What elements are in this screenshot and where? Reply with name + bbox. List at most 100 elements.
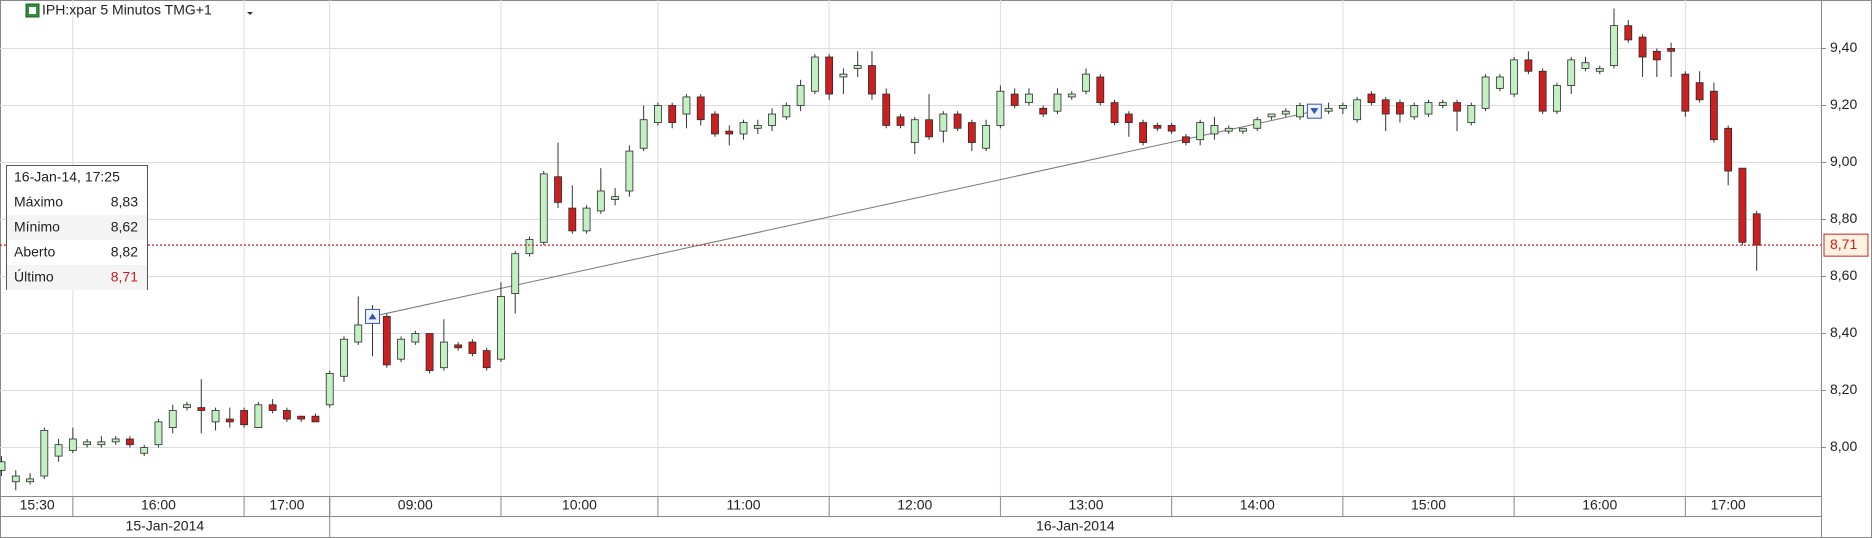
- trend-start-marker: [365, 308, 381, 324]
- candle-body: [1495, 76, 1504, 89]
- candle-body: [753, 125, 762, 129]
- date-label: 15-Jan-2014: [126, 518, 205, 534]
- candle-body: [582, 207, 591, 232]
- last-price-box: [1823, 233, 1869, 257]
- x-tick-label: 15:30: [20, 497, 55, 513]
- candle-body: [1124, 113, 1133, 123]
- tooltip-row-value: 8,71: [111, 269, 138, 285]
- candle-body: [1553, 85, 1561, 112]
- candle-body: [482, 350, 491, 369]
- candle-body: [354, 324, 363, 343]
- candle-body: [1710, 90, 1718, 141]
- candle-body: [1153, 125, 1162, 129]
- candle-body: [140, 447, 149, 454]
- candle-body: [1338, 105, 1347, 109]
- candle-body: [725, 130, 734, 135]
- date-label: 16-Jan-2014: [1036, 518, 1115, 534]
- candle-body: [1381, 99, 1390, 115]
- candle-body: [340, 338, 348, 377]
- candle-body: [1624, 25, 1633, 41]
- candle-body: [668, 105, 677, 123]
- candle-body: [625, 150, 634, 192]
- candle-body: [996, 90, 1005, 126]
- tooltip-row-value: 8,82: [111, 244, 138, 260]
- candle-body: [1010, 93, 1019, 106]
- candle-body: [711, 113, 719, 135]
- candle-body: [439, 341, 448, 369]
- y-tick-label: 8,00: [1830, 438, 1857, 454]
- candle-body: [511, 253, 520, 295]
- candle-body: [1567, 59, 1576, 86]
- candle-body: [1481, 76, 1490, 109]
- candle-body: [1253, 119, 1262, 129]
- candle-body: [40, 430, 49, 477]
- candle-body: [525, 239, 534, 255]
- x-tick-label: 09:00: [398, 497, 433, 513]
- candle-body: [1595, 68, 1604, 72]
- candle-body: [1453, 102, 1461, 112]
- candle-body: [111, 438, 120, 443]
- x-tick-label: 17:00: [1711, 497, 1746, 513]
- tooltip-row-bg: [7, 190, 147, 215]
- candle-body: [26, 478, 34, 483]
- x-tick-label: 15:00: [1411, 497, 1446, 513]
- candle-body: [1239, 127, 1247, 132]
- candle-body: [1025, 93, 1033, 104]
- candle-body: [225, 418, 234, 423]
- candle-body: [654, 105, 662, 123]
- candle-body: [1667, 48, 1675, 52]
- candle-body: [611, 196, 620, 200]
- candle-body: [882, 93, 891, 126]
- candle-body: [782, 105, 791, 118]
- candle-body: [868, 65, 876, 95]
- tooltip-row-value: 8,83: [111, 194, 138, 210]
- candle-body: [497, 296, 505, 360]
- candle-body: [967, 122, 976, 143]
- candle-body: [1681, 73, 1690, 112]
- trend-line: [372, 110, 1315, 317]
- candle-body: [1367, 93, 1376, 104]
- candle-body: [1510, 59, 1519, 95]
- y-tick-label: 8,60: [1830, 267, 1857, 283]
- candle-body: [568, 207, 577, 232]
- candle-body: [953, 113, 962, 129]
- x-tick-label: 16:00: [1582, 497, 1617, 513]
- candle-body: [825, 56, 834, 95]
- candle-body: [1096, 76, 1105, 104]
- tooltip-row-label: Último: [14, 269, 54, 285]
- candle-body: [1638, 36, 1647, 58]
- candle-body: [1695, 82, 1704, 101]
- y-tick-label: 8,80: [1830, 210, 1857, 226]
- candle-body: [297, 415, 306, 420]
- candle-body: [54, 444, 63, 457]
- candle-body: [639, 119, 648, 149]
- candle-body: [839, 73, 848, 78]
- y-tick-label: 9,00: [1830, 153, 1857, 169]
- chart-title: IPH:xpar 5 Minutos TMG+1: [42, 2, 212, 18]
- candle-body: [1738, 167, 1747, 243]
- candle-body: [982, 125, 991, 149]
- dropdown-arrow[interactable]: [247, 12, 253, 15]
- candle-body: [468, 341, 477, 354]
- candle-body: [240, 410, 248, 426]
- candle-body: [1281, 110, 1290, 115]
- candle-body: [254, 404, 263, 428]
- candle-body: [1581, 62, 1590, 69]
- tooltip-row-bg: [7, 265, 147, 290]
- candle-body: [1210, 125, 1219, 135]
- candle-body: [696, 96, 705, 121]
- candle-body: [1396, 102, 1404, 115]
- candle-body: [596, 190, 605, 212]
- candle-body: [1167, 125, 1176, 132]
- x-tick-label: 13:00: [1068, 497, 1103, 513]
- candle-body: [796, 85, 805, 106]
- x-tick-label: 11:00: [727, 497, 761, 513]
- candle-body: [1752, 213, 1761, 246]
- candle-body: [1724, 127, 1733, 172]
- candle-body: [896, 116, 905, 126]
- candle-body: [83, 441, 92, 446]
- candle-body: [1139, 122, 1147, 143]
